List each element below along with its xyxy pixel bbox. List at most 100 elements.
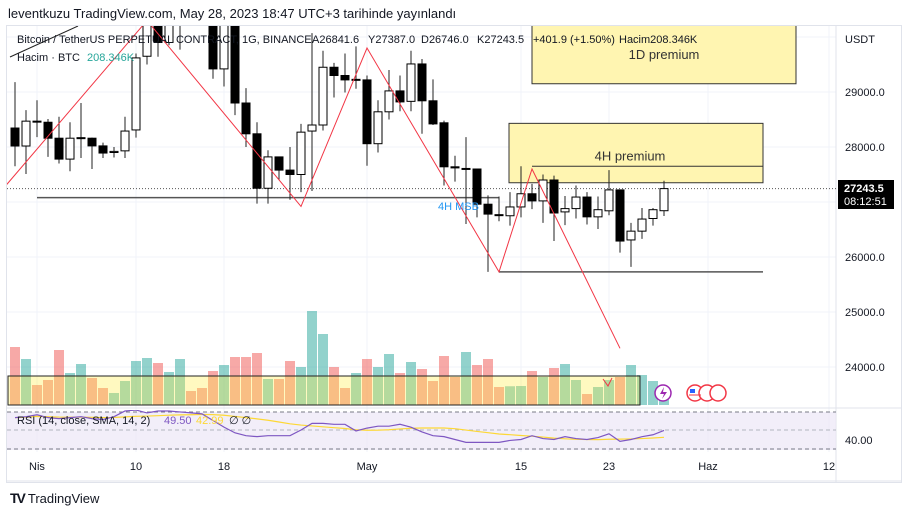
time-axis[interactable]: Nis 10 18 May 15 23 Haz 12 [29,461,835,473]
ohlc-open: A26841.6 [312,34,359,46]
candle-body [230,26,240,104]
candle-body [648,209,658,219]
volume-bar [637,375,647,405]
candle [373,100,383,153]
volume-bar [186,391,196,405]
lightning-icon[interactable] [654,384,672,402]
candle-body [472,168,482,205]
chart-frame[interactable] [6,25,902,483]
candle-body [494,214,504,217]
volume-bar [461,352,471,405]
zigzag-line[interactable] [4,21,621,349]
premium-1d-box [531,26,797,85]
candle [208,26,218,79]
candle-body [54,137,64,160]
volume-bar [120,381,130,405]
premium-1d-label: 1D premium [629,47,700,62]
candle [109,147,119,158]
price-axis[interactable]: 29000.0 28000.0 26000.0 25000.0 24000.0 [845,87,885,374]
candle [263,150,273,204]
candle-body [318,66,328,126]
legend-volume: Hacim208.346K [619,34,698,46]
arrow-head-icon [602,377,613,387]
candle [198,7,206,25]
candle [505,192,515,226]
ohlc-high: Y27387.0 [368,34,415,46]
volume-bar [439,356,449,405]
candle [43,118,53,157]
time-axis-label: 12 [823,461,835,473]
candle [230,26,240,116]
candle [439,120,449,186]
volume-bar [560,364,570,405]
candle-body [164,26,174,43]
candle [307,33,317,191]
candle-body [252,133,262,189]
candle [538,174,548,223]
candle [637,208,647,239]
candle-body [483,203,493,215]
candle-body [198,19,206,20]
volume-bar [549,368,559,405]
volume-bar [395,373,405,405]
volume-bar [109,393,119,405]
volume-bar [43,380,53,405]
candle [164,26,174,46]
candle-body [626,230,636,241]
tradingview-logo[interactable]: TV TradingView [10,490,99,506]
volume-bar [384,354,394,405]
candle [21,110,31,174]
candle-body [659,188,669,212]
trend-line[interactable] [9,26,79,58]
rsi-axis-label: 40.00 [845,435,873,447]
candle-body [241,102,251,135]
volume-bar [516,386,526,405]
time-axis-label: 23 [603,461,615,473]
price-axis-label: 28000.0 [845,142,885,154]
candle-body [219,26,229,70]
volume-bar [494,387,504,405]
candle [252,122,262,204]
candle [472,168,482,218]
candle [516,166,526,218]
candle-body [131,57,141,131]
candle [329,62,339,98]
candle-body [120,130,130,152]
ohlc-low: D26746.0 [421,34,469,46]
candle-body [395,90,405,103]
candle [483,195,493,272]
candle [560,195,570,226]
volume-bar [296,367,306,405]
us-flag-event-icon[interactable] [686,384,727,402]
candle-body [417,63,427,102]
rsi-sma-value: 42.99 [196,415,224,427]
candle-body [373,111,383,145]
volume-bar [527,371,537,405]
volume-bar [329,367,339,405]
candle [593,196,603,229]
candle-body [527,193,537,202]
candle-body [21,120,31,147]
candle [241,88,251,147]
msb-4h-label: 4H MSB [438,201,479,213]
volume-highlight-box[interactable] [7,375,641,406]
price-axis-label: 26000.0 [845,252,885,264]
candle [615,189,625,253]
candle [571,185,581,219]
candle [626,222,636,267]
candle [340,53,350,93]
symbol-title: Bitcoin / TetherUS PERPETUAL CONTRACT, 1… [17,34,312,46]
volume-bar [615,377,625,405]
volume-bar [285,361,295,405]
candle-body [98,145,108,154]
volume-bar [219,365,229,405]
candle-body [560,208,570,213]
volume-bar [65,373,75,405]
candle [131,53,141,138]
candle [65,122,75,172]
volume-bar [142,358,152,405]
candle-body [505,206,515,217]
volume-bar [505,386,515,405]
candle-body [428,100,438,125]
